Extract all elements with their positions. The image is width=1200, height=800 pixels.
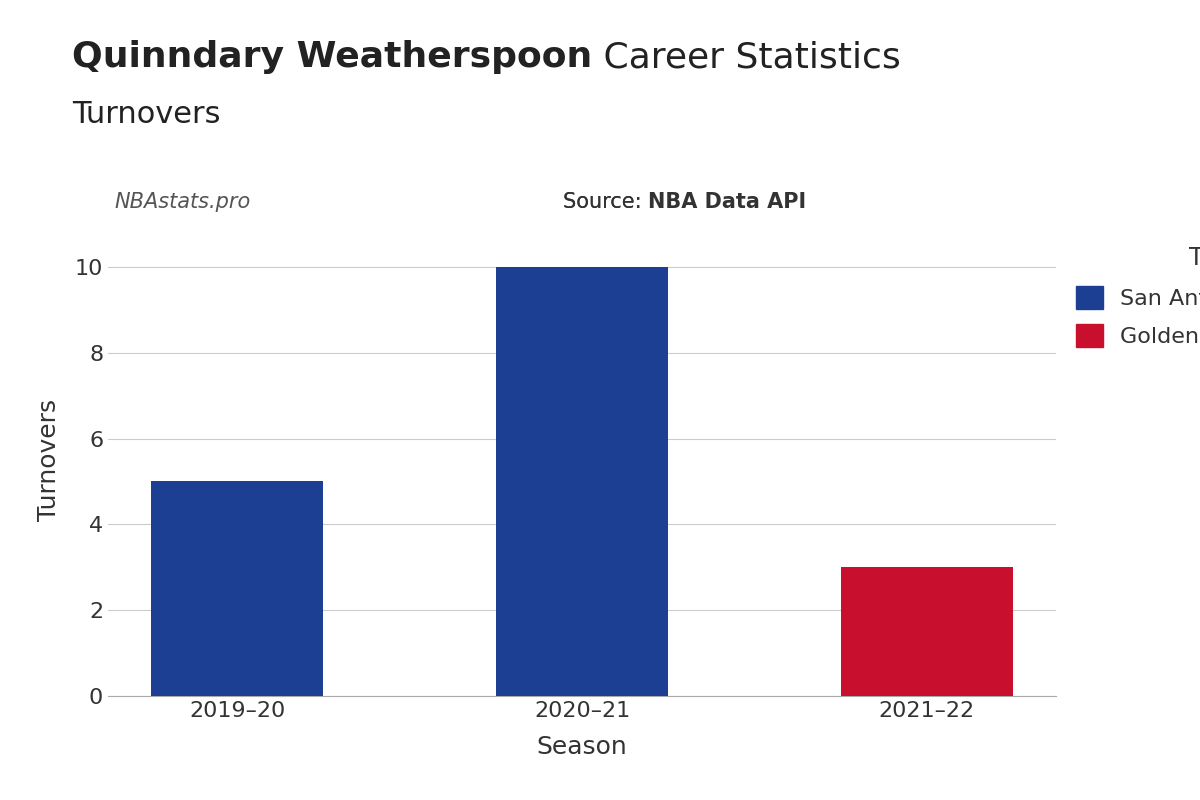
X-axis label: Season: Season [536, 734, 628, 758]
Text: Source:: Source: [563, 192, 648, 212]
Text: Turnovers: Turnovers [72, 100, 221, 129]
Text: Quinndary Weatherspoon: Quinndary Weatherspoon [72, 40, 593, 74]
Text: NBAstats.pro: NBAstats.pro [114, 192, 251, 212]
Bar [496, 267, 668, 696]
Bar [151, 482, 324, 696]
Y-axis label: Turnovers: Turnovers [37, 399, 61, 521]
Text: Source:: Source: [563, 192, 648, 212]
Bar [840, 567, 1013, 696]
Text: Career Statistics: Career Statistics [593, 40, 901, 74]
Text: NBA Data API: NBA Data API [648, 192, 806, 212]
Legend: San Antonio Spurs, Golden State Warriors: San Antonio Spurs, Golden State Warriors [1064, 235, 1200, 358]
